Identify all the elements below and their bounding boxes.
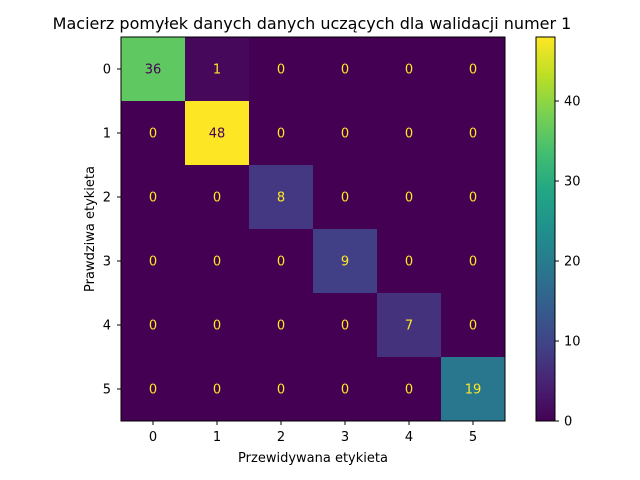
heatmap-cell <box>185 101 250 166</box>
heatmap-cell <box>313 293 378 358</box>
cell-value-label: 0 <box>213 255 221 270</box>
cell-value-label: 7 <box>405 319 413 334</box>
x-tick-label: 4 <box>405 430 413 445</box>
cell-value-label: 0 <box>405 63 413 78</box>
heatmap-cell <box>185 229 250 294</box>
heatmap-cell <box>441 101 506 166</box>
cell-value-label: 0 <box>149 191 157 206</box>
heatmap-cell <box>313 229 378 294</box>
cell-value-label: 0 <box>405 383 413 398</box>
heatmap-cell <box>249 357 314 422</box>
heatmap-cell <box>249 229 314 294</box>
cell-value-label: 0 <box>277 383 285 398</box>
heatmap-cell <box>249 101 314 166</box>
cell-value-label: 0 <box>469 127 477 142</box>
heatmap-cell <box>121 229 186 294</box>
cell-value-label: 0 <box>277 319 285 334</box>
cell-value-label: 0 <box>149 319 157 334</box>
heatmap-cell <box>121 293 186 358</box>
cell-value-label: 0 <box>405 255 413 270</box>
heatmap-cell <box>121 37 186 102</box>
cell-value-label: 48 <box>209 127 226 142</box>
cell-value-label: 0 <box>341 127 349 142</box>
heatmap-cell <box>377 293 442 358</box>
cell-value-label: 0 <box>341 319 349 334</box>
colorbar-tick-label: 40 <box>564 95 581 110</box>
heatmap-cell <box>249 293 314 358</box>
cell-value-label: 0 <box>213 319 221 334</box>
cell-value-label: 0 <box>149 383 157 398</box>
cell-value-label: 9 <box>341 255 349 270</box>
cell-value-label: 0 <box>341 191 349 206</box>
x-tick-label: 5 <box>469 430 477 445</box>
heatmap-cell <box>377 101 442 166</box>
heatmap-cell <box>249 37 314 102</box>
colorbar-tick-label: 0 <box>564 415 572 430</box>
y-tick-label: 3 <box>103 255 111 270</box>
cell-value-label: 36 <box>145 63 162 78</box>
cell-value-label: 0 <box>469 63 477 78</box>
heatmap-cell <box>441 357 506 422</box>
heatmap-cell <box>121 101 186 166</box>
heatmap-cell <box>313 357 378 422</box>
x-axis-ticks: 0 1 2 3 4 5 <box>149 421 477 445</box>
heatmap-cell <box>377 165 442 230</box>
chart-title: Macierz pomyłek danych danych uczących d… <box>53 14 572 33</box>
heatmap-cell <box>377 37 442 102</box>
cell-value-label: 0 <box>405 127 413 142</box>
x-tick-label: 3 <box>341 430 349 445</box>
x-tick-label: 0 <box>149 430 157 445</box>
heatmap-cell <box>185 293 250 358</box>
cell-value-label: 0 <box>469 191 477 206</box>
cell-value-label: 0 <box>149 255 157 270</box>
cell-value-label: 19 <box>465 383 482 398</box>
heatmap-cell <box>377 357 442 422</box>
heatmap-cell <box>121 357 186 422</box>
heatmap-cell <box>121 165 186 230</box>
colorbar-tick-label: 30 <box>564 175 581 190</box>
cell-value-label: 0 <box>277 63 285 78</box>
cell-value-label: 0 <box>405 191 413 206</box>
colorbar: 0 10 20 30 40 <box>535 36 581 430</box>
cell-value-label: 0 <box>469 255 477 270</box>
cell-value-label: 0 <box>341 63 349 78</box>
cell-value-label: 0 <box>213 383 221 398</box>
colorbar-gradient <box>535 36 556 422</box>
heatmap-cell <box>185 37 250 102</box>
heatmap-cell <box>313 165 378 230</box>
heatmap-cells: 36 1 0 0 0 0 0 48 0 0 0 0 0 0 8 0 0 0 0 0 0 9 0 0 0 0 0 0 7 0 0 0 0 0 0 19 <box>121 37 506 422</box>
y-tick-label: 1 <box>103 127 111 142</box>
heatmap-cell <box>185 357 250 422</box>
cell-value-label: 0 <box>277 127 285 142</box>
cell-value-label: 0 <box>213 191 221 206</box>
heatmap-cell <box>313 37 378 102</box>
cell-value-label: 0 <box>341 383 349 398</box>
x-axis-label: Przewidywana etykieta <box>238 451 388 466</box>
colorbar-tick-label: 10 <box>564 335 581 350</box>
cell-value-label: 0 <box>149 127 157 142</box>
heatmap-cell <box>313 101 378 166</box>
heatmap-cell <box>441 229 506 294</box>
plot-frame <box>120 36 506 422</box>
y-tick-label: 0 <box>103 63 111 78</box>
heatmap-cell <box>185 165 250 230</box>
cell-value-label: 0 <box>277 255 285 270</box>
colorbar-tick-label: 20 <box>564 255 581 270</box>
x-tick-label: 2 <box>277 430 285 445</box>
heatmap-cell <box>441 165 506 230</box>
cell-value-label: 8 <box>277 191 285 206</box>
y-axis-ticks: 0 1 2 3 4 5 <box>103 63 121 398</box>
heatmap-cell <box>441 37 506 102</box>
x-tick-label: 1 <box>213 430 221 445</box>
heatmap-cell <box>249 165 314 230</box>
cell-value-label: 1 <box>213 63 221 78</box>
y-tick-label: 5 <box>103 383 111 398</box>
cell-value-label: 0 <box>469 319 477 334</box>
y-axis-label: Prawdziwa etykieta <box>83 166 98 292</box>
y-tick-label: 4 <box>103 319 111 334</box>
heatmap-cell <box>441 293 506 358</box>
y-tick-label: 2 <box>103 191 111 206</box>
heatmap-cell <box>377 229 442 294</box>
